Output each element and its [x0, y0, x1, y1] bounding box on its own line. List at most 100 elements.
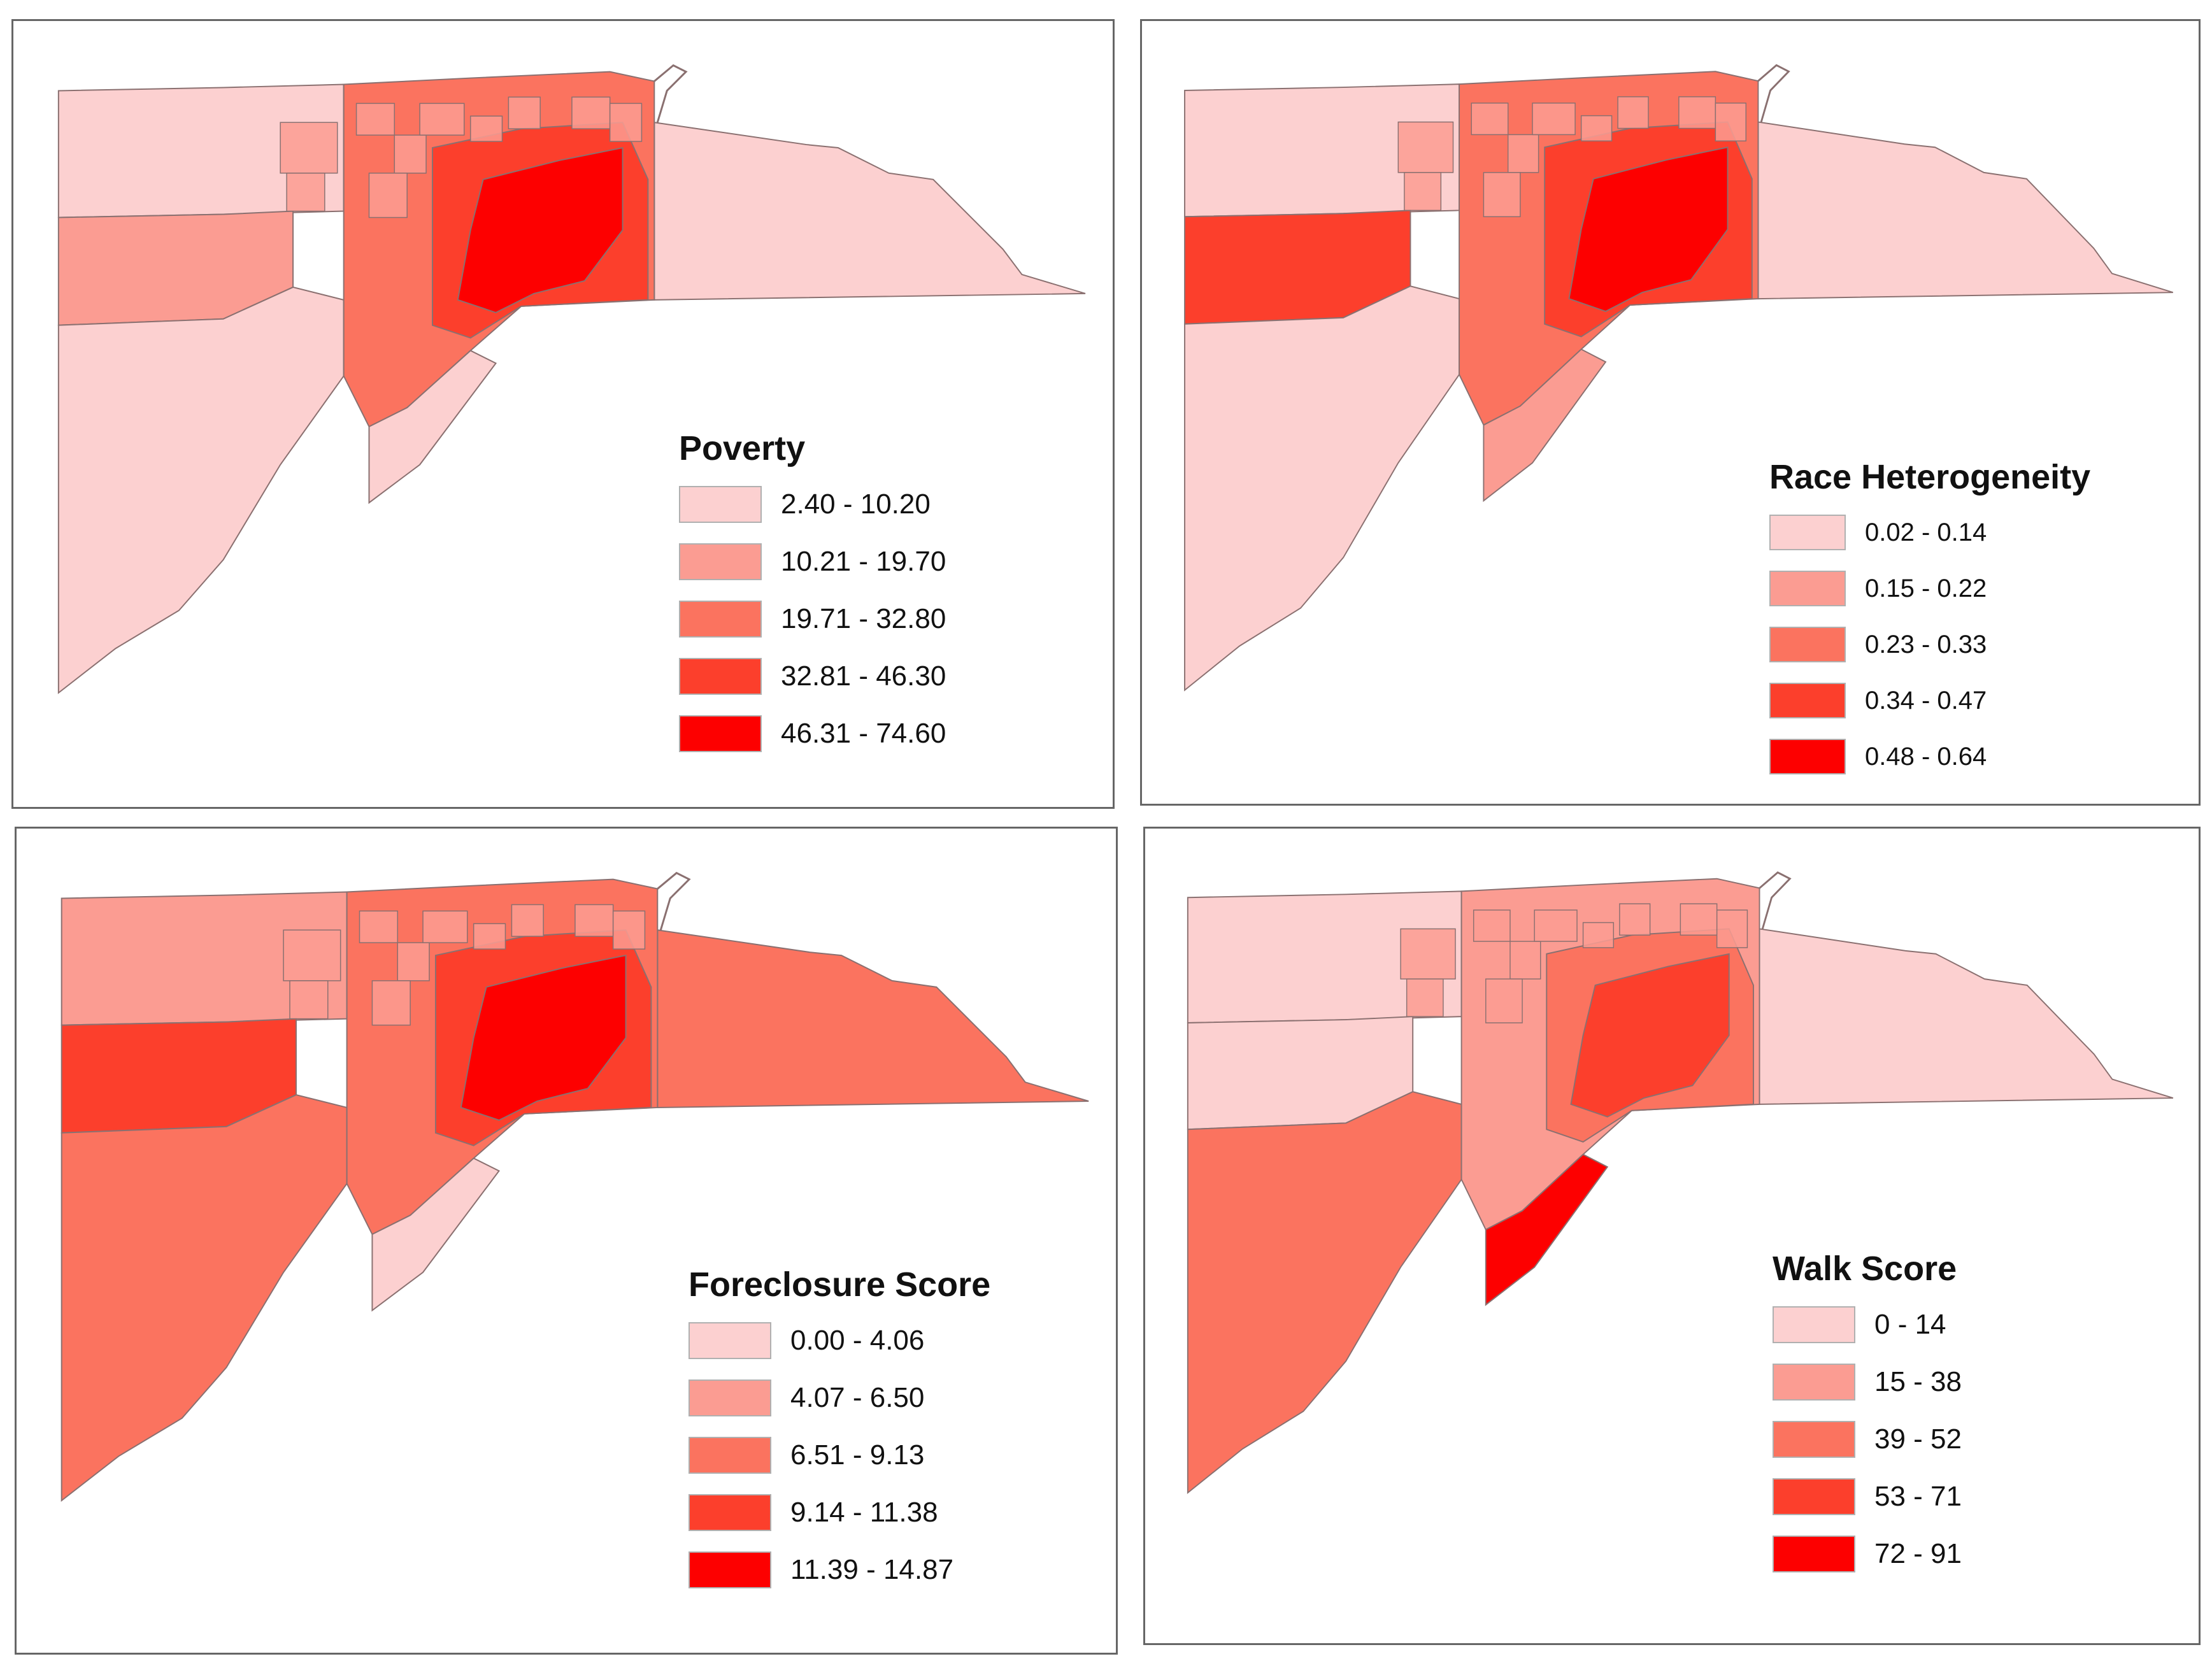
census-tract [371, 980, 411, 1026]
region-east [1757, 121, 2174, 300]
legend-label: 39 - 52 [1874, 1423, 1962, 1455]
census-tract [397, 942, 430, 981]
census-tract [1532, 103, 1576, 136]
region-south-shore [1485, 1153, 1609, 1306]
legend-label: 10.21 - 19.70 [781, 546, 946, 577]
legend-swatch [689, 1551, 771, 1588]
legend-item: 0.34 - 0.47 [1769, 683, 2090, 718]
census-tract [283, 929, 341, 981]
census-tract [280, 122, 338, 174]
region-south-west [1187, 1091, 1462, 1494]
legend-label: 0.02 - 0.14 [1865, 518, 1987, 546]
census-tract [1473, 909, 1511, 942]
legend-label: 0.23 - 0.33 [1865, 630, 1987, 659]
legend-swatch [689, 1437, 771, 1474]
region-east [653, 122, 1086, 301]
census-tract [1619, 903, 1651, 936]
census-tract [286, 173, 325, 212]
choropleth-map-foreclosure-score [61, 871, 1089, 1502]
census-tract [469, 115, 503, 142]
legend-race-heterogeneity: Race Heterogeneity 0.02 - 0.14 0.15 - 0.… [1769, 457, 2090, 795]
region-south-west [61, 1094, 348, 1502]
region-south-shore [371, 1157, 501, 1312]
legend-label: 72 - 91 [1874, 1538, 1962, 1569]
legend-label: 0.15 - 0.22 [1865, 574, 1987, 602]
map-panel-walk-score: Walk Score 0 - 14 15 - 38 39 - 52 53 - 7… [1143, 827, 2201, 1645]
choropleth-map-race-heterogeneity [1184, 64, 2174, 692]
census-tract [1617, 96, 1649, 129]
legend-swatch [679, 658, 762, 695]
legend-swatch [1773, 1536, 1855, 1572]
legend-item: 0.48 - 0.64 [1769, 739, 2090, 774]
map-panel-race-heterogeneity: Race Heterogeneity 0.02 - 0.14 0.15 - 0.… [1140, 19, 2201, 806]
legend-item: 72 - 91 [1773, 1536, 1962, 1572]
census-tract [419, 103, 465, 136]
census-tract [1400, 928, 1456, 980]
census-tract [1716, 909, 1748, 948]
region-urban-hot [460, 954, 627, 1121]
legend-label: 2.40 - 10.20 [781, 488, 931, 520]
legend-swatch [679, 543, 762, 580]
census-tract [289, 980, 329, 1020]
census-tract [1404, 172, 1442, 211]
census-tract [508, 96, 541, 129]
map-panel-foreclosure-score: Foreclosure Score 0.00 - 4.06 4.07 - 6.5… [15, 827, 1118, 1655]
legend-swatch [1769, 571, 1846, 606]
region-south-west [57, 286, 345, 694]
legend-swatch [679, 601, 762, 638]
region-east [1759, 928, 2174, 1105]
legend-item: 15 - 38 [1773, 1364, 1962, 1401]
census-tract [1680, 903, 1718, 936]
legend-label: 11.39 - 14.87 [790, 1554, 954, 1585]
legend-swatch [1769, 683, 1846, 718]
census-tract [511, 904, 544, 937]
legend-item: 46.31 - 74.60 [679, 715, 946, 752]
census-tract [1483, 172, 1521, 217]
river-outline [1757, 64, 1790, 123]
legend-item: 0 - 14 [1773, 1306, 1962, 1343]
legend-item: 9.14 - 11.38 [689, 1494, 990, 1531]
legend-item: 53 - 71 [1773, 1478, 1962, 1515]
census-tract [1471, 103, 1509, 136]
legend-label: 4.07 - 6.50 [790, 1382, 925, 1413]
legend-label: 15 - 38 [1874, 1366, 1962, 1397]
river-outline [1759, 871, 1792, 929]
region-south-shore [368, 350, 497, 504]
legend-label: 0.34 - 0.47 [1865, 686, 1987, 715]
census-tract [368, 173, 408, 218]
census-tract [1397, 121, 1454, 173]
legend-label: 0.00 - 4.06 [790, 1325, 925, 1356]
legend-swatch [689, 1322, 771, 1359]
map-panel-poverty: Poverty 2.40 - 10.20 10.21 - 19.70 19.71… [11, 19, 1115, 809]
river-outline [653, 64, 688, 123]
census-tract [422, 910, 468, 943]
legend-swatch [1769, 515, 1846, 550]
legend-item: 0.15 - 0.22 [1769, 571, 2090, 606]
region-east [657, 929, 1089, 1108]
census-tract [359, 910, 398, 943]
legend-label: 19.71 - 32.80 [781, 603, 946, 634]
census-tract [609, 103, 643, 142]
choropleth-map-poverty [57, 64, 1086, 694]
legend-item: 0.23 - 0.33 [1769, 627, 2090, 662]
legend-swatch [689, 1494, 771, 1531]
legend-walk-score: Walk Score 0 - 14 15 - 38 39 - 52 53 - 7… [1773, 1249, 1962, 1593]
legend-label: 0 - 14 [1874, 1309, 1946, 1340]
legend-item: 0.02 - 0.14 [1769, 515, 2090, 550]
legend-swatch [679, 486, 762, 523]
legend-item: 2.40 - 10.20 [679, 486, 946, 523]
census-tract [571, 96, 611, 129]
census-tract [1678, 96, 1716, 129]
census-tract [574, 904, 614, 937]
legend-label: 9.14 - 11.38 [790, 1497, 938, 1528]
census-tract [1715, 103, 1746, 142]
region-south-shore [1483, 348, 1607, 503]
legend-title: Race Heterogeneity [1769, 458, 2091, 496]
census-tract [1509, 941, 1541, 980]
choropleth-map-walk-score [1187, 871, 2174, 1494]
legend-title: Walk Score [1773, 1250, 1957, 1288]
legend-swatch [1773, 1421, 1855, 1458]
legend-foreclosure-score: Foreclosure Score 0.00 - 4.06 4.07 - 6.5… [689, 1265, 990, 1609]
river-outline [657, 871, 691, 930]
legend-swatch [689, 1379, 771, 1416]
